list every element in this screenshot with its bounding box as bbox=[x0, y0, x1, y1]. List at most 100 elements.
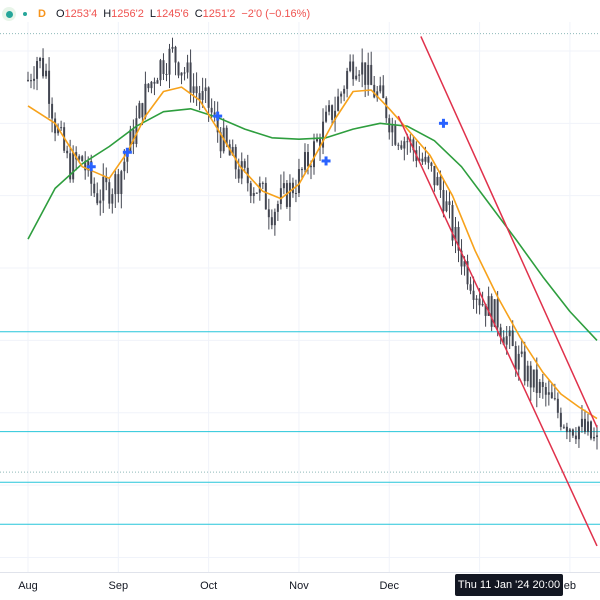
candle-body bbox=[180, 72, 183, 76]
candle-body bbox=[195, 86, 198, 94]
candle bbox=[90, 154, 93, 196]
candle-body bbox=[388, 118, 391, 133]
candle bbox=[105, 167, 108, 191]
candle bbox=[493, 299, 496, 328]
candle-body bbox=[270, 217, 273, 226]
candle-body bbox=[346, 70, 349, 89]
candle bbox=[36, 56, 39, 91]
candle-body bbox=[207, 87, 210, 108]
candle bbox=[328, 100, 331, 116]
candle bbox=[192, 73, 195, 103]
candle-body bbox=[481, 303, 484, 306]
candle-body bbox=[201, 91, 204, 100]
candle bbox=[535, 357, 538, 408]
candle bbox=[150, 80, 153, 94]
candle-body bbox=[508, 330, 511, 337]
candle bbox=[264, 177, 267, 210]
candle bbox=[508, 326, 511, 349]
candle bbox=[102, 163, 105, 214]
candle bbox=[418, 146, 421, 163]
candle-body bbox=[162, 60, 165, 75]
candle bbox=[237, 158, 240, 183]
trend-channel[interactable] bbox=[397, 36, 598, 547]
candle-body bbox=[418, 158, 421, 162]
candle-body bbox=[66, 150, 69, 154]
candle-body bbox=[120, 171, 123, 195]
candle bbox=[451, 200, 454, 247]
candle-body bbox=[403, 141, 406, 149]
candle-body bbox=[589, 421, 592, 439]
candle-body bbox=[39, 57, 42, 62]
cross-marker-icon bbox=[122, 147, 132, 157]
candle-body bbox=[159, 60, 162, 81]
candle bbox=[331, 104, 334, 125]
candle-body bbox=[394, 125, 397, 145]
candle bbox=[108, 177, 111, 209]
candle bbox=[427, 155, 430, 170]
candle-body bbox=[174, 46, 177, 63]
candle-body bbox=[391, 125, 394, 133]
candle-body bbox=[255, 192, 258, 194]
candle-body bbox=[541, 381, 544, 388]
candle-body bbox=[553, 398, 556, 400]
candle bbox=[30, 73, 33, 89]
candle-body bbox=[279, 188, 282, 204]
fast-ma-line bbox=[27, 86, 598, 420]
candle bbox=[442, 178, 445, 218]
marker-bar-v bbox=[216, 111, 220, 121]
candle bbox=[216, 101, 219, 143]
candle-body bbox=[412, 139, 415, 151]
candle-body bbox=[577, 426, 580, 440]
candle bbox=[297, 158, 300, 198]
candle-body bbox=[547, 392, 550, 395]
candle-body bbox=[282, 183, 285, 189]
candle-body bbox=[433, 165, 436, 186]
cross-marker-icon bbox=[86, 162, 96, 172]
candle-body bbox=[240, 161, 243, 179]
candle bbox=[343, 85, 346, 102]
x-tick-label: Dec bbox=[379, 580, 399, 592]
candle bbox=[379, 76, 382, 94]
candle bbox=[421, 152, 424, 165]
candle-body bbox=[337, 96, 340, 111]
candle bbox=[433, 165, 436, 192]
candle-body bbox=[421, 158, 424, 162]
candle-body bbox=[123, 161, 126, 172]
candle-body bbox=[105, 176, 108, 183]
candle-body bbox=[111, 194, 114, 204]
candle bbox=[568, 427, 571, 443]
candle-body bbox=[42, 57, 45, 77]
candle bbox=[337, 88, 340, 112]
candle bbox=[466, 254, 469, 290]
candle-body bbox=[213, 112, 216, 115]
candle bbox=[388, 114, 391, 140]
candle bbox=[165, 63, 168, 82]
candle-body bbox=[313, 141, 316, 168]
candle-body bbox=[514, 345, 517, 370]
candle bbox=[349, 54, 352, 73]
candle bbox=[589, 420, 592, 441]
interval-label[interactable]: D bbox=[38, 8, 46, 20]
low-key: L bbox=[149, 8, 156, 20]
candle-body bbox=[430, 162, 433, 166]
candle bbox=[373, 75, 376, 99]
candle-body bbox=[586, 421, 589, 433]
candle bbox=[340, 91, 343, 104]
candle-body bbox=[364, 62, 367, 85]
candle-body bbox=[469, 284, 472, 291]
candle-body bbox=[532, 369, 535, 388]
candle-body bbox=[493, 299, 496, 327]
candle-body bbox=[219, 132, 222, 152]
candle-body bbox=[340, 93, 343, 97]
candle-body bbox=[132, 129, 135, 144]
candle bbox=[99, 189, 102, 216]
candlesticks bbox=[27, 37, 598, 450]
candle bbox=[54, 112, 57, 142]
candle-body bbox=[141, 103, 144, 118]
x-tick-label: Sep bbox=[109, 580, 129, 592]
candle-body bbox=[517, 353, 520, 370]
candle bbox=[541, 373, 544, 399]
candle-body bbox=[583, 418, 586, 433]
close-value: 1251'2 bbox=[202, 8, 236, 20]
